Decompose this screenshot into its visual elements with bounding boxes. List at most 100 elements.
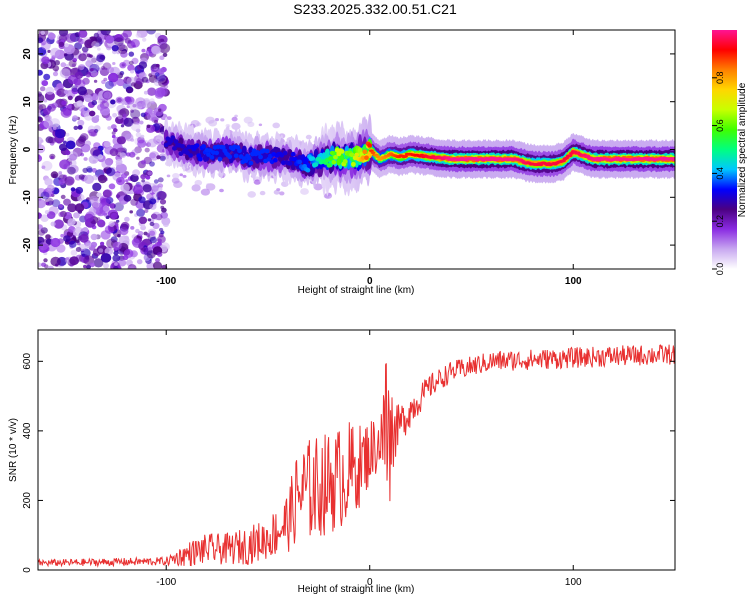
noise-blob <box>89 110 96 117</box>
noise-blob <box>132 44 136 48</box>
noise-blob <box>105 115 112 121</box>
faint-blob <box>231 116 238 122</box>
ridge-mark <box>370 151 376 155</box>
faint-blob <box>179 173 183 177</box>
noise-blob <box>149 221 155 227</box>
noise-blob <box>162 221 169 228</box>
ridge-mark <box>246 156 252 161</box>
snr-ytick-label: 200 <box>22 492 33 509</box>
noise-blob <box>129 151 136 158</box>
noise-blob <box>157 183 164 189</box>
noise-blob <box>113 128 118 133</box>
snr-ytick-label: 0 <box>22 567 33 573</box>
noise-blob <box>95 95 101 101</box>
noise-blob <box>124 235 129 240</box>
noise-blob <box>130 69 135 74</box>
noise-blob <box>58 204 63 208</box>
noise-blob <box>132 169 141 177</box>
noise-blob <box>141 247 146 252</box>
noise-blob <box>38 136 43 145</box>
noise-blob <box>84 39 95 49</box>
noise-blob <box>116 51 120 55</box>
ridge-mark <box>585 154 591 158</box>
noise-blob <box>146 30 156 35</box>
ridge-mark <box>272 157 278 163</box>
ridge-mark <box>364 155 369 160</box>
noise-blob <box>110 99 116 105</box>
noise-blob <box>160 205 165 210</box>
ridge-mark <box>248 160 254 166</box>
ridge-mark <box>214 150 220 156</box>
noise-blob <box>77 119 85 127</box>
noise-blob <box>115 116 124 124</box>
noise-blob <box>131 82 136 87</box>
noise-blob <box>125 179 129 183</box>
noise-blob <box>149 161 155 167</box>
faint-blob <box>231 122 241 130</box>
noise-blob <box>115 194 121 199</box>
ridge-mark <box>173 139 179 144</box>
noise-blob <box>155 213 163 221</box>
snr-xtick-label: -100 <box>156 577 176 588</box>
noise-blob <box>63 140 67 144</box>
noise-blob <box>103 262 109 269</box>
noise-blob <box>116 219 120 223</box>
noise-blob <box>149 152 156 159</box>
noise-blob <box>100 253 112 263</box>
noise-blob <box>157 86 168 97</box>
noise-blob <box>38 262 42 268</box>
noise-blob <box>135 32 142 38</box>
noise-blob <box>128 60 134 66</box>
noise-blob <box>43 258 48 263</box>
ridge-mark <box>258 154 263 160</box>
ridge-mark <box>310 156 316 161</box>
faint-blob <box>253 179 261 185</box>
spectrogram-xtick-label: -100 <box>156 276 176 287</box>
ridge-mark <box>287 161 293 166</box>
noise-blob <box>65 33 77 43</box>
noise-blob <box>46 184 55 192</box>
faint-blob <box>172 173 180 179</box>
noise-blob <box>50 47 61 58</box>
noise-blob <box>38 116 43 123</box>
noise-blob <box>38 93 45 104</box>
noise-blob <box>74 71 84 80</box>
noise-blob <box>43 107 51 115</box>
noise-blob <box>119 152 127 159</box>
ridge-mark <box>354 152 360 158</box>
noise-blob <box>151 211 161 221</box>
colorbar-tick-label: 0.8 <box>715 72 725 85</box>
colorbar-label: Normalized spectral amplitude <box>737 82 748 217</box>
snr-ticks: -100 0 100 0 200 400 600 <box>22 330 675 588</box>
noise-blob <box>146 124 151 129</box>
noise-blob <box>83 255 95 266</box>
noise-blob <box>38 197 42 201</box>
noise-blob <box>146 107 153 114</box>
noise-blob <box>99 67 110 76</box>
faint-blob <box>247 191 256 198</box>
noise-blob <box>159 43 171 54</box>
noise-blob <box>82 167 89 173</box>
noise-blob <box>41 80 49 87</box>
noise-blob <box>38 37 44 43</box>
ridge-mark <box>331 159 337 165</box>
noise-blob <box>111 45 119 52</box>
ridge-mark <box>206 152 211 157</box>
noise-blob <box>38 229 45 236</box>
faint-blob <box>166 116 172 120</box>
noise-blob <box>65 132 70 137</box>
ridge-mark <box>326 163 332 168</box>
noise-blob <box>100 241 105 246</box>
noise-blob <box>149 98 155 103</box>
noise-blob <box>56 244 66 253</box>
noise-blob <box>50 171 59 179</box>
ridge-mark <box>349 152 355 158</box>
ridge-mark <box>198 156 203 162</box>
noise-blob <box>149 230 156 236</box>
noise-blob <box>90 146 101 157</box>
noise-blob <box>76 37 83 43</box>
noise-blob <box>85 60 93 68</box>
noise-blob <box>102 205 110 212</box>
noise-blob <box>135 132 142 138</box>
noise-blob <box>40 214 49 222</box>
